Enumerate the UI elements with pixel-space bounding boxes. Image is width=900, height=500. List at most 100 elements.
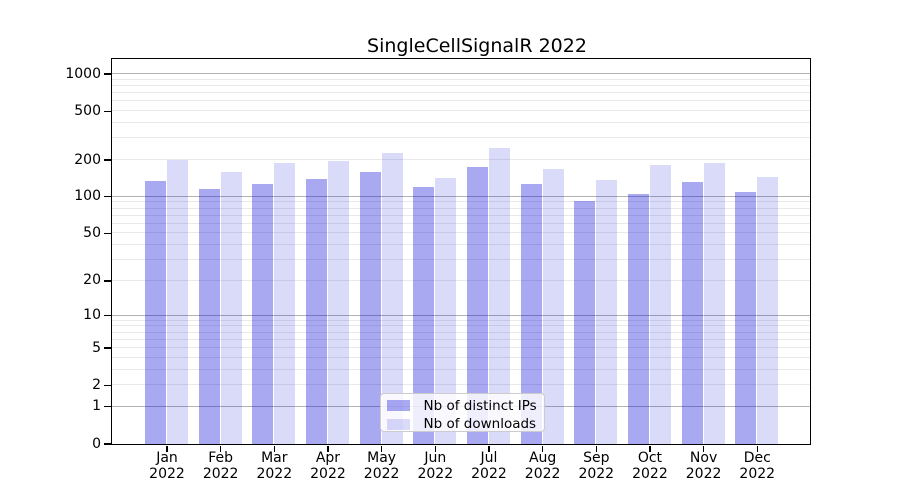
bar-nb-of-downloads-sep [596,179,618,444]
y-tick [104,159,111,161]
x-label-month: Mar [261,450,288,466]
y-tick-label: 2 [92,376,101,393]
y-tick-label: 200 [74,151,101,168]
bar-nb-of-downloads-dec [757,176,779,444]
y-tick [104,73,111,75]
minor-gridline [112,325,810,327]
bar-nb-of-distinct-ips-nov [681,182,703,444]
bar-nb-of-downloads-mar [274,162,296,444]
minor-gridline [112,201,810,203]
x-tick [220,445,222,452]
plot-area: Nb of distinct IPs Nb of downloads [111,57,811,445]
y-tick-label: 1000 [65,65,101,82]
y-tick [104,110,111,112]
y-tick [104,232,111,235]
minor-gridline [112,232,810,234]
x-label-month: Feb [208,450,234,466]
x-tick-label-jun: Jun 2022 [407,450,463,482]
x-label-month: Nov [689,450,718,466]
minor-gridline [112,137,810,139]
y-tick-label: 500 [74,102,101,119]
chart-title: SingleCellSignalR 2022 [367,35,587,57]
y-tick [104,314,111,317]
minor-gridline [112,159,810,161]
legend: Nb of distinct IPs Nb of downloads [379,392,545,432]
bar-nb-of-downloads-aug [542,168,564,444]
x-label-year: 2022 [310,465,346,482]
legend-swatch-nb-of-downloads [386,418,410,430]
x-label-year: 2022 [685,465,722,482]
x-label-year: 2022 [149,465,185,482]
minor-gridline [112,259,810,261]
x-label-month: Oct [637,450,663,466]
bar-nb-of-distinct-ips-aug [520,184,542,444]
y-tick [104,196,111,198]
x-label-year: 2022 [202,465,239,482]
minor-gridline [112,222,810,224]
bar-nb-of-distinct-ips-feb [198,189,220,444]
minor-gridline [112,100,810,102]
bar-nb-of-distinct-ips-may [359,172,381,444]
x-label-month: Apr [315,450,341,466]
y-tick-label: 100 [74,188,101,205]
x-tick-label-dec: Dec 2022 [729,450,785,482]
legend-item-nb-of-distinct-ips: Nb of distinct IPs [386,397,544,414]
x-label-month: May [367,450,397,466]
minor-gridline [112,331,810,333]
minor-gridline [112,244,810,246]
x-tick-label-jan: Jan 2022 [139,450,195,482]
minor-gridline [112,319,810,321]
x-label-month: Jun [424,450,447,466]
x-tick-label-mar: Mar 2022 [246,450,302,482]
x-tick [327,445,329,452]
x-label-year: 2022 [471,465,507,482]
minor-gridline [112,279,810,281]
bar-nb-of-downloads-jan [167,160,188,444]
x-tick-label-nov: Nov 2022 [676,450,732,482]
bar-nb-of-downloads-feb [220,172,242,444]
y-tick [104,406,111,408]
y-tick-label: 20 [83,272,101,289]
bar-nb-of-distinct-ips-jun [413,186,435,444]
x-label-year: 2022 [632,465,668,482]
y-tick-label: 10 [83,307,101,324]
x-tick [273,445,275,452]
minor-gridline [112,384,810,386]
x-tick [756,445,758,452]
x-tick-label-jul: Jul 2022 [461,450,517,482]
legend-label-nb-of-distinct-ips: Nb of distinct IPs [423,397,537,414]
x-tick [542,445,544,452]
major-gridline [112,73,810,75]
x-label-year: 2022 [417,465,454,482]
minor-gridline [112,347,810,349]
bar-nb-of-downloads-may [381,152,403,444]
y-tick-label: 0 [92,435,101,452]
x-label-year: 2022 [363,465,400,482]
minor-gridline [112,356,810,358]
bar-nb-of-downloads-oct [649,165,671,444]
legend-item-nb-of-downloads: Nb of downloads [386,416,544,432]
bar-nb-of-distinct-ips-jul [466,167,488,444]
minor-gridline [112,207,810,209]
x-tick [649,445,651,452]
x-label-month: Jul [480,450,498,466]
x-label-month: Sep [583,450,610,466]
x-tick [488,445,490,452]
bar-nb-of-downloads-nov [703,163,725,444]
minor-gridline [112,92,810,94]
minor-gridline [112,110,810,112]
x-tick [166,445,168,452]
y-tick [104,280,111,282]
legend-label-nb-of-downloads: Nb of downloads [423,416,537,432]
y-tick-label: 5 [92,339,101,356]
y-tick [104,347,111,349]
x-tick-label-feb: Feb 2022 [193,450,249,482]
bar-nb-of-downloads-jul [488,147,510,444]
bar-nb-of-distinct-ips-apr [305,178,327,444]
minor-gridline [112,78,810,80]
x-label-month: Aug [528,450,557,466]
x-label-month: Dec [743,450,771,466]
minor-gridline [112,338,810,340]
bar-nb-of-downloads-jun [435,177,457,444]
